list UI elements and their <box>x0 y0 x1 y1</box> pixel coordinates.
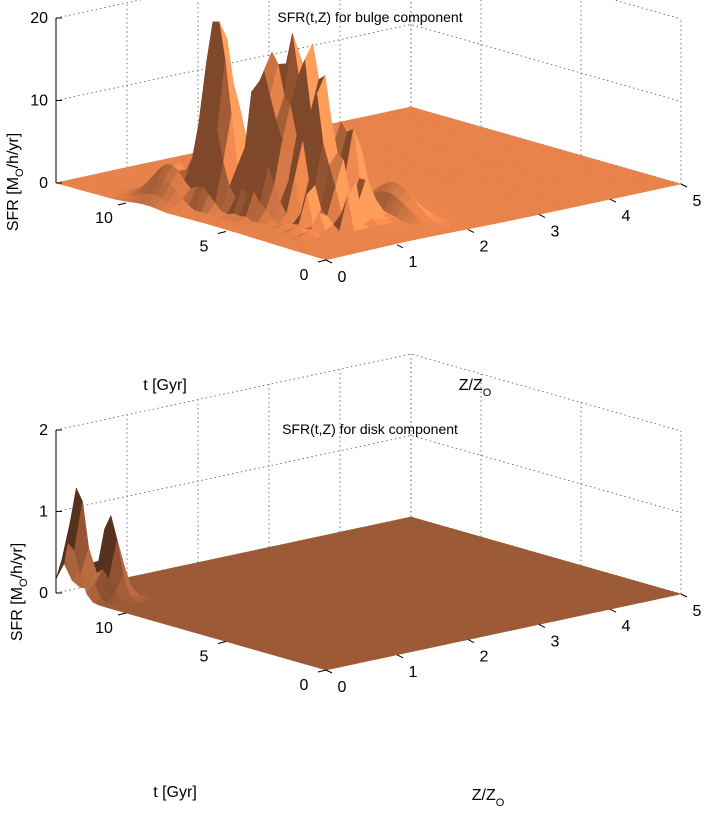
sfr-tick-label: 0 <box>39 585 48 602</box>
z-tick-mark <box>396 654 404 659</box>
z-tick-mark <box>467 639 475 644</box>
bulge-ticks: 0 10 20 0 5 10 0 1 2 3 4 5 <box>30 10 701 286</box>
sfr-tick-label: 1 <box>39 504 48 521</box>
surface-patch <box>318 255 336 261</box>
z-tick-mark <box>396 244 404 249</box>
sfr-gridline <box>55 435 682 513</box>
disk-surface <box>55 487 682 671</box>
sfr-gridline <box>55 24 682 102</box>
z-tick-label: 3 <box>551 633 560 650</box>
z-tick-label: 2 <box>480 649 489 666</box>
t-tick-label: 0 <box>300 677 309 694</box>
t-tick-mark <box>217 640 227 644</box>
z-tick-label: 1 <box>409 664 418 681</box>
t-tick-label: 5 <box>200 648 209 665</box>
t-tick-label: 5 <box>200 238 209 255</box>
z-tick-mark <box>325 669 333 674</box>
z-tick-label: 0 <box>338 269 347 286</box>
bulge-t-axis-label: t [Gyr] <box>143 377 187 394</box>
z-tick-label: 4 <box>622 618 631 635</box>
z-tick-mark <box>609 198 617 203</box>
z-tick-label: 0 <box>338 679 347 696</box>
t-tick-label: 10 <box>95 620 113 637</box>
bulge-surface <box>55 21 682 261</box>
z-tick-label: 1 <box>409 254 418 271</box>
sfr-gridline <box>55 353 682 432</box>
sfr-tick-label: 20 <box>30 10 48 27</box>
disk-z-axis-label: Z/ZO <box>472 787 505 809</box>
z-tick-label: 2 <box>480 239 489 256</box>
z-tick-mark <box>467 229 475 234</box>
disk-panel: SFR(t,Z) for disk component 0 1 2 0 5 10 0 1 2 3 4… <box>9 353 702 809</box>
z-tick-mark <box>680 593 688 598</box>
t-tick-mark <box>317 259 327 263</box>
bulge-panel: SFR(t,Z) for bulge component 0 10 20 0 5 10 0 1… <box>5 0 702 399</box>
z-tick-label: 5 <box>693 603 702 620</box>
t-tick-mark <box>217 230 227 234</box>
disk-title: SFR(t,Z) for disk component <box>282 421 458 437</box>
sfr-tick-label: 2 <box>39 422 48 439</box>
z-tick-label: 5 <box>693 193 702 210</box>
z-tick-label: 4 <box>622 208 631 225</box>
sfr-tick-label: 0 <box>39 175 48 192</box>
t-tick-label: 0 <box>300 267 309 284</box>
bulge-title: SFR(t,Z) for bulge component <box>277 9 462 25</box>
z-tick-label: 3 <box>551 223 560 240</box>
sfr-tick-label: 10 <box>30 93 48 110</box>
disk-sfr-axis-label: SFR [MO/h/yr] <box>9 543 30 641</box>
t-tick-mark <box>317 669 327 673</box>
bulge-sfr-axis-label: SFR [MO/h/yr] <box>5 133 26 231</box>
t-tick-mark <box>117 612 127 616</box>
t-tick-mark <box>117 202 127 206</box>
z-tick-mark <box>680 183 688 188</box>
bulge-z-axis-label: Z/ZO <box>459 377 492 399</box>
disk-t-axis-label: t [Gyr] <box>153 784 197 801</box>
t-tick-label: 10 <box>95 210 113 227</box>
z-tick-mark <box>538 623 546 628</box>
z-tick-mark <box>325 259 333 264</box>
z-tick-mark <box>609 608 617 613</box>
z-tick-mark <box>538 213 546 218</box>
